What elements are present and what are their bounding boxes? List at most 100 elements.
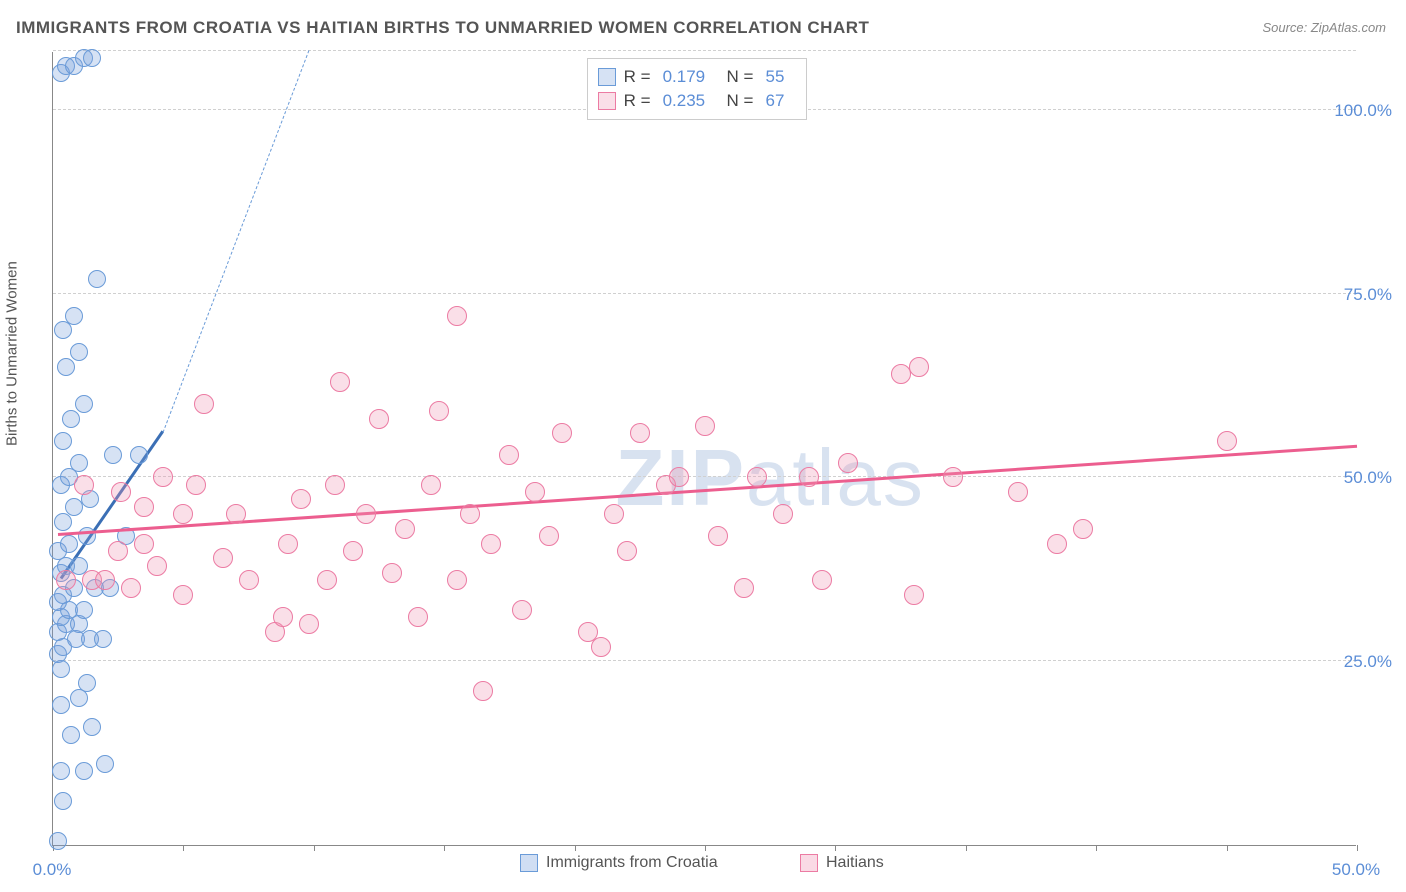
data-point — [460, 504, 480, 524]
legend-r-label: R = — [624, 65, 651, 89]
x-tick — [705, 845, 706, 851]
data-point — [356, 504, 376, 524]
trend-line-dashed — [162, 50, 309, 433]
x-tick — [1227, 845, 1228, 851]
chart-title: IMMIGRANTS FROM CROATIA VS HAITIAN BIRTH… — [16, 18, 869, 38]
data-point — [60, 535, 78, 553]
data-point — [52, 762, 70, 780]
legend-series: Haitians — [800, 854, 884, 872]
x-tick — [444, 845, 445, 851]
data-point — [943, 467, 963, 487]
data-point — [1047, 534, 1067, 554]
plot-area: ZIPatlas — [52, 52, 1356, 846]
y-axis-label: Births to Unmarried Women — [4, 261, 21, 446]
legend-swatch — [520, 854, 538, 872]
data-point — [343, 541, 363, 561]
x-tick — [1357, 845, 1358, 851]
data-point — [447, 570, 467, 590]
data-point — [95, 570, 115, 590]
data-point — [669, 467, 689, 487]
legend-r-label: R = — [624, 89, 651, 113]
data-point — [130, 446, 148, 464]
data-point — [88, 270, 106, 288]
data-point — [369, 409, 389, 429]
x-tick — [183, 845, 184, 851]
data-point — [630, 423, 650, 443]
legend-series: Immigrants from Croatia — [520, 854, 718, 872]
data-point — [104, 446, 122, 464]
legend-swatch — [598, 68, 616, 86]
data-point — [617, 541, 637, 561]
data-point — [70, 343, 88, 361]
data-point — [909, 357, 929, 377]
gridline — [53, 50, 1356, 51]
data-point — [57, 358, 75, 376]
legend-n-label: N = — [717, 89, 753, 113]
x-tick-label: 0.0% — [33, 860, 72, 880]
x-tick — [1096, 845, 1097, 851]
data-point — [173, 504, 193, 524]
data-point — [173, 585, 193, 605]
data-point — [70, 454, 88, 472]
source-attribution: Source: ZipAtlas.com — [1262, 20, 1386, 35]
data-point — [121, 578, 141, 598]
data-point — [65, 307, 83, 325]
data-point — [83, 49, 101, 67]
legend-n-value: 55 — [765, 65, 784, 89]
data-point — [62, 410, 80, 428]
data-point — [291, 489, 311, 509]
correlation-chart: IMMIGRANTS FROM CROATIA VS HAITIAN BIRTH… — [0, 0, 1406, 892]
data-point — [74, 475, 94, 495]
data-point — [325, 475, 345, 495]
data-point — [408, 607, 428, 627]
data-point — [62, 726, 80, 744]
data-point — [75, 762, 93, 780]
legend-swatch — [598, 92, 616, 110]
data-point — [56, 570, 76, 590]
data-point — [429, 401, 449, 421]
data-point — [734, 578, 754, 598]
data-point — [512, 600, 532, 620]
data-point — [96, 755, 114, 773]
data-point — [904, 585, 924, 605]
data-point — [773, 504, 793, 524]
legend-correlation-stats: R = 0.179 N = 55R = 0.235 N = 67 — [587, 58, 808, 120]
data-point — [134, 534, 154, 554]
data-point — [83, 718, 101, 736]
data-point — [239, 570, 259, 590]
legend-r-value: 0.179 — [663, 65, 706, 89]
x-tick — [575, 845, 576, 851]
x-tick — [966, 845, 967, 851]
data-point — [78, 674, 96, 692]
data-point — [186, 475, 206, 495]
data-point — [75, 601, 93, 619]
gridline — [53, 476, 1356, 477]
data-point — [147, 556, 167, 576]
data-point — [891, 364, 911, 384]
data-point — [473, 681, 493, 701]
data-point — [54, 432, 72, 450]
data-point — [49, 832, 67, 850]
data-point — [799, 467, 819, 487]
data-point — [213, 548, 233, 568]
trend-line — [58, 445, 1357, 536]
x-tick — [835, 845, 836, 851]
data-point — [134, 497, 154, 517]
data-point — [54, 792, 72, 810]
data-point — [552, 423, 572, 443]
data-point — [226, 504, 246, 524]
data-point — [1008, 482, 1028, 502]
legend-n-value: 67 — [765, 89, 784, 113]
data-point — [1073, 519, 1093, 539]
legend-r-value: 0.235 — [663, 89, 706, 113]
data-point — [382, 563, 402, 583]
data-point — [111, 482, 131, 502]
data-point — [299, 614, 319, 634]
data-point — [108, 541, 128, 561]
data-point — [591, 637, 611, 657]
data-point — [330, 372, 350, 392]
y-tick-label: 100.0% — [1334, 101, 1392, 121]
data-point — [604, 504, 624, 524]
x-tick-label: 50.0% — [1332, 860, 1380, 880]
data-point — [838, 453, 858, 473]
